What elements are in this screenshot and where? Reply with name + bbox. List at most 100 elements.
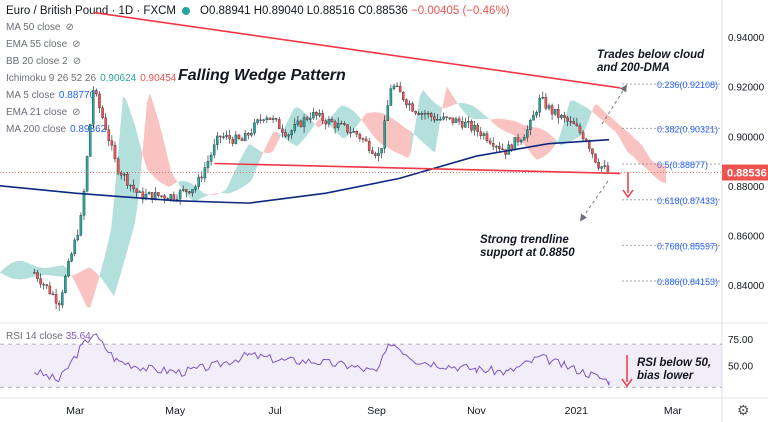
rsi-legend: RSI 14 close 35.64	[6, 331, 91, 342]
candle-body	[225, 135, 228, 137]
candle-body	[439, 119, 442, 121]
candle-body	[222, 136, 225, 138]
rsi-label: RSI 14 close	[6, 331, 63, 342]
candle-body	[367, 140, 371, 151]
candle-body	[82, 190, 86, 216]
cloud-segment	[315, 120, 318, 128]
cloud-segment	[555, 138, 558, 146]
support-note: support at 0.8850	[480, 247, 575, 259]
indicator-row[interactable]: BB 20 close 2 ⊘	[6, 56, 81, 67]
candle-body	[429, 113, 433, 117]
time-tick-label: May	[165, 405, 186, 417]
cloud-segment	[198, 188, 201, 200]
cloud-segment	[90, 267, 93, 308]
cloud-segment	[270, 132, 273, 153]
ohlc-values: O0.88941 H0.89040 L0.88516 C0.88536	[200, 5, 408, 17]
cloud-segment	[84, 268, 87, 307]
fib-level-label: 0.768(0.85597)	[657, 241, 718, 251]
cloud-segment	[420, 89, 423, 143]
candle-body	[516, 137, 520, 143]
cloud-segment	[312, 120, 315, 129]
cloud-segment	[600, 107, 603, 121]
indicator-row[interactable]: MA 50 close ⊘	[6, 22, 74, 33]
gear-icon[interactable]: ⚙	[737, 402, 750, 418]
candle-body	[265, 117, 269, 120]
candle-body	[495, 146, 498, 148]
cloud-segment	[501, 118, 504, 131]
indicator-label: MA 50 close	[6, 22, 61, 33]
cloud-segment	[381, 112, 384, 146]
candle-body	[488, 140, 492, 144]
candle-body	[234, 134, 238, 144]
candle-body	[250, 132, 253, 136]
hidden-eye-icon[interactable]: ⊘	[72, 107, 81, 118]
candle-body	[467, 121, 470, 123]
cloud-segment	[225, 186, 228, 194]
cloud-segment	[81, 269, 84, 301]
cloud-segment	[582, 105, 585, 135]
cloud-segment	[138, 136, 141, 203]
candle-body	[42, 283, 45, 286]
cloud-segment	[660, 164, 663, 183]
cloud-segment	[30, 263, 33, 278]
candle-body	[513, 137, 517, 151]
cloud-segment	[537, 127, 540, 160]
candle-body	[485, 133, 489, 142]
hidden-eye-icon[interactable]: ⊘	[72, 39, 81, 50]
candle-body	[457, 118, 461, 122]
candle-body	[247, 133, 250, 136]
cloud-segment	[279, 133, 282, 140]
hidden-eye-icon[interactable]: ⊘	[72, 56, 82, 67]
candle-body	[138, 191, 142, 193]
candle-body	[398, 85, 402, 93]
cloud-segment	[228, 179, 231, 194]
cloud-segment	[471, 105, 474, 119]
cloud-segment	[540, 128, 543, 159]
fib-level-label: 0.886(0.84153)	[657, 277, 718, 287]
cloud-segment	[561, 121, 564, 146]
candle-body	[312, 111, 315, 119]
cloud-segment	[651, 159, 654, 176]
support-note: Strong trendline	[480, 234, 569, 246]
indicator-row[interactable]: Ichimoku 9 26 52 26 0.90624 0.90454	[6, 73, 176, 84]
cloud-segment	[480, 111, 483, 120]
cloud-segment	[507, 119, 510, 134]
cloud-segment	[348, 107, 351, 136]
cloud-segment	[393, 118, 396, 153]
candle-body	[315, 111, 318, 116]
cloud-segment	[408, 129, 411, 159]
candle-body	[423, 113, 427, 115]
candle-body	[126, 173, 129, 186]
candle-body	[85, 156, 89, 192]
cloud-segment	[144, 102, 147, 169]
candle-body	[591, 148, 594, 155]
candle-body	[603, 165, 607, 167]
symbol-title[interactable]: Euro / British Pound · 1D · FXCM	[6, 5, 176, 17]
candle-body	[402, 91, 405, 100]
candle-body	[243, 133, 247, 142]
pattern-title: Falling Wedge Pattern	[178, 67, 346, 84]
indicator-row[interactable]: MA 5 close 0.88770	[6, 90, 95, 101]
indicator-row[interactable]: MA 200 close 0.89862	[6, 124, 106, 135]
cloud-segment	[24, 261, 27, 279]
candle-body	[327, 119, 331, 125]
cloud-segment	[63, 265, 66, 277]
indicator-row[interactable]: EMA 55 close ⊘	[6, 39, 81, 50]
cloud-segment	[156, 112, 159, 182]
candle-body	[169, 194, 173, 200]
cloud-segment	[627, 131, 630, 154]
cloud-segment	[597, 104, 600, 119]
candle-body	[383, 120, 386, 149]
candle-body	[76, 234, 80, 241]
hidden-eye-icon[interactable]: ⊘	[65, 22, 74, 33]
cloud-segment	[534, 127, 537, 160]
candle-body	[200, 176, 204, 179]
cloud-segment	[153, 102, 156, 179]
cloud-segment	[45, 267, 48, 276]
indicator-row[interactable]: EMA 21 close ⊘	[6, 107, 81, 118]
candle-body	[178, 190, 182, 200]
candle-body	[51, 293, 55, 296]
cloud-segment	[252, 145, 255, 180]
last-price-tag	[722, 164, 768, 181]
